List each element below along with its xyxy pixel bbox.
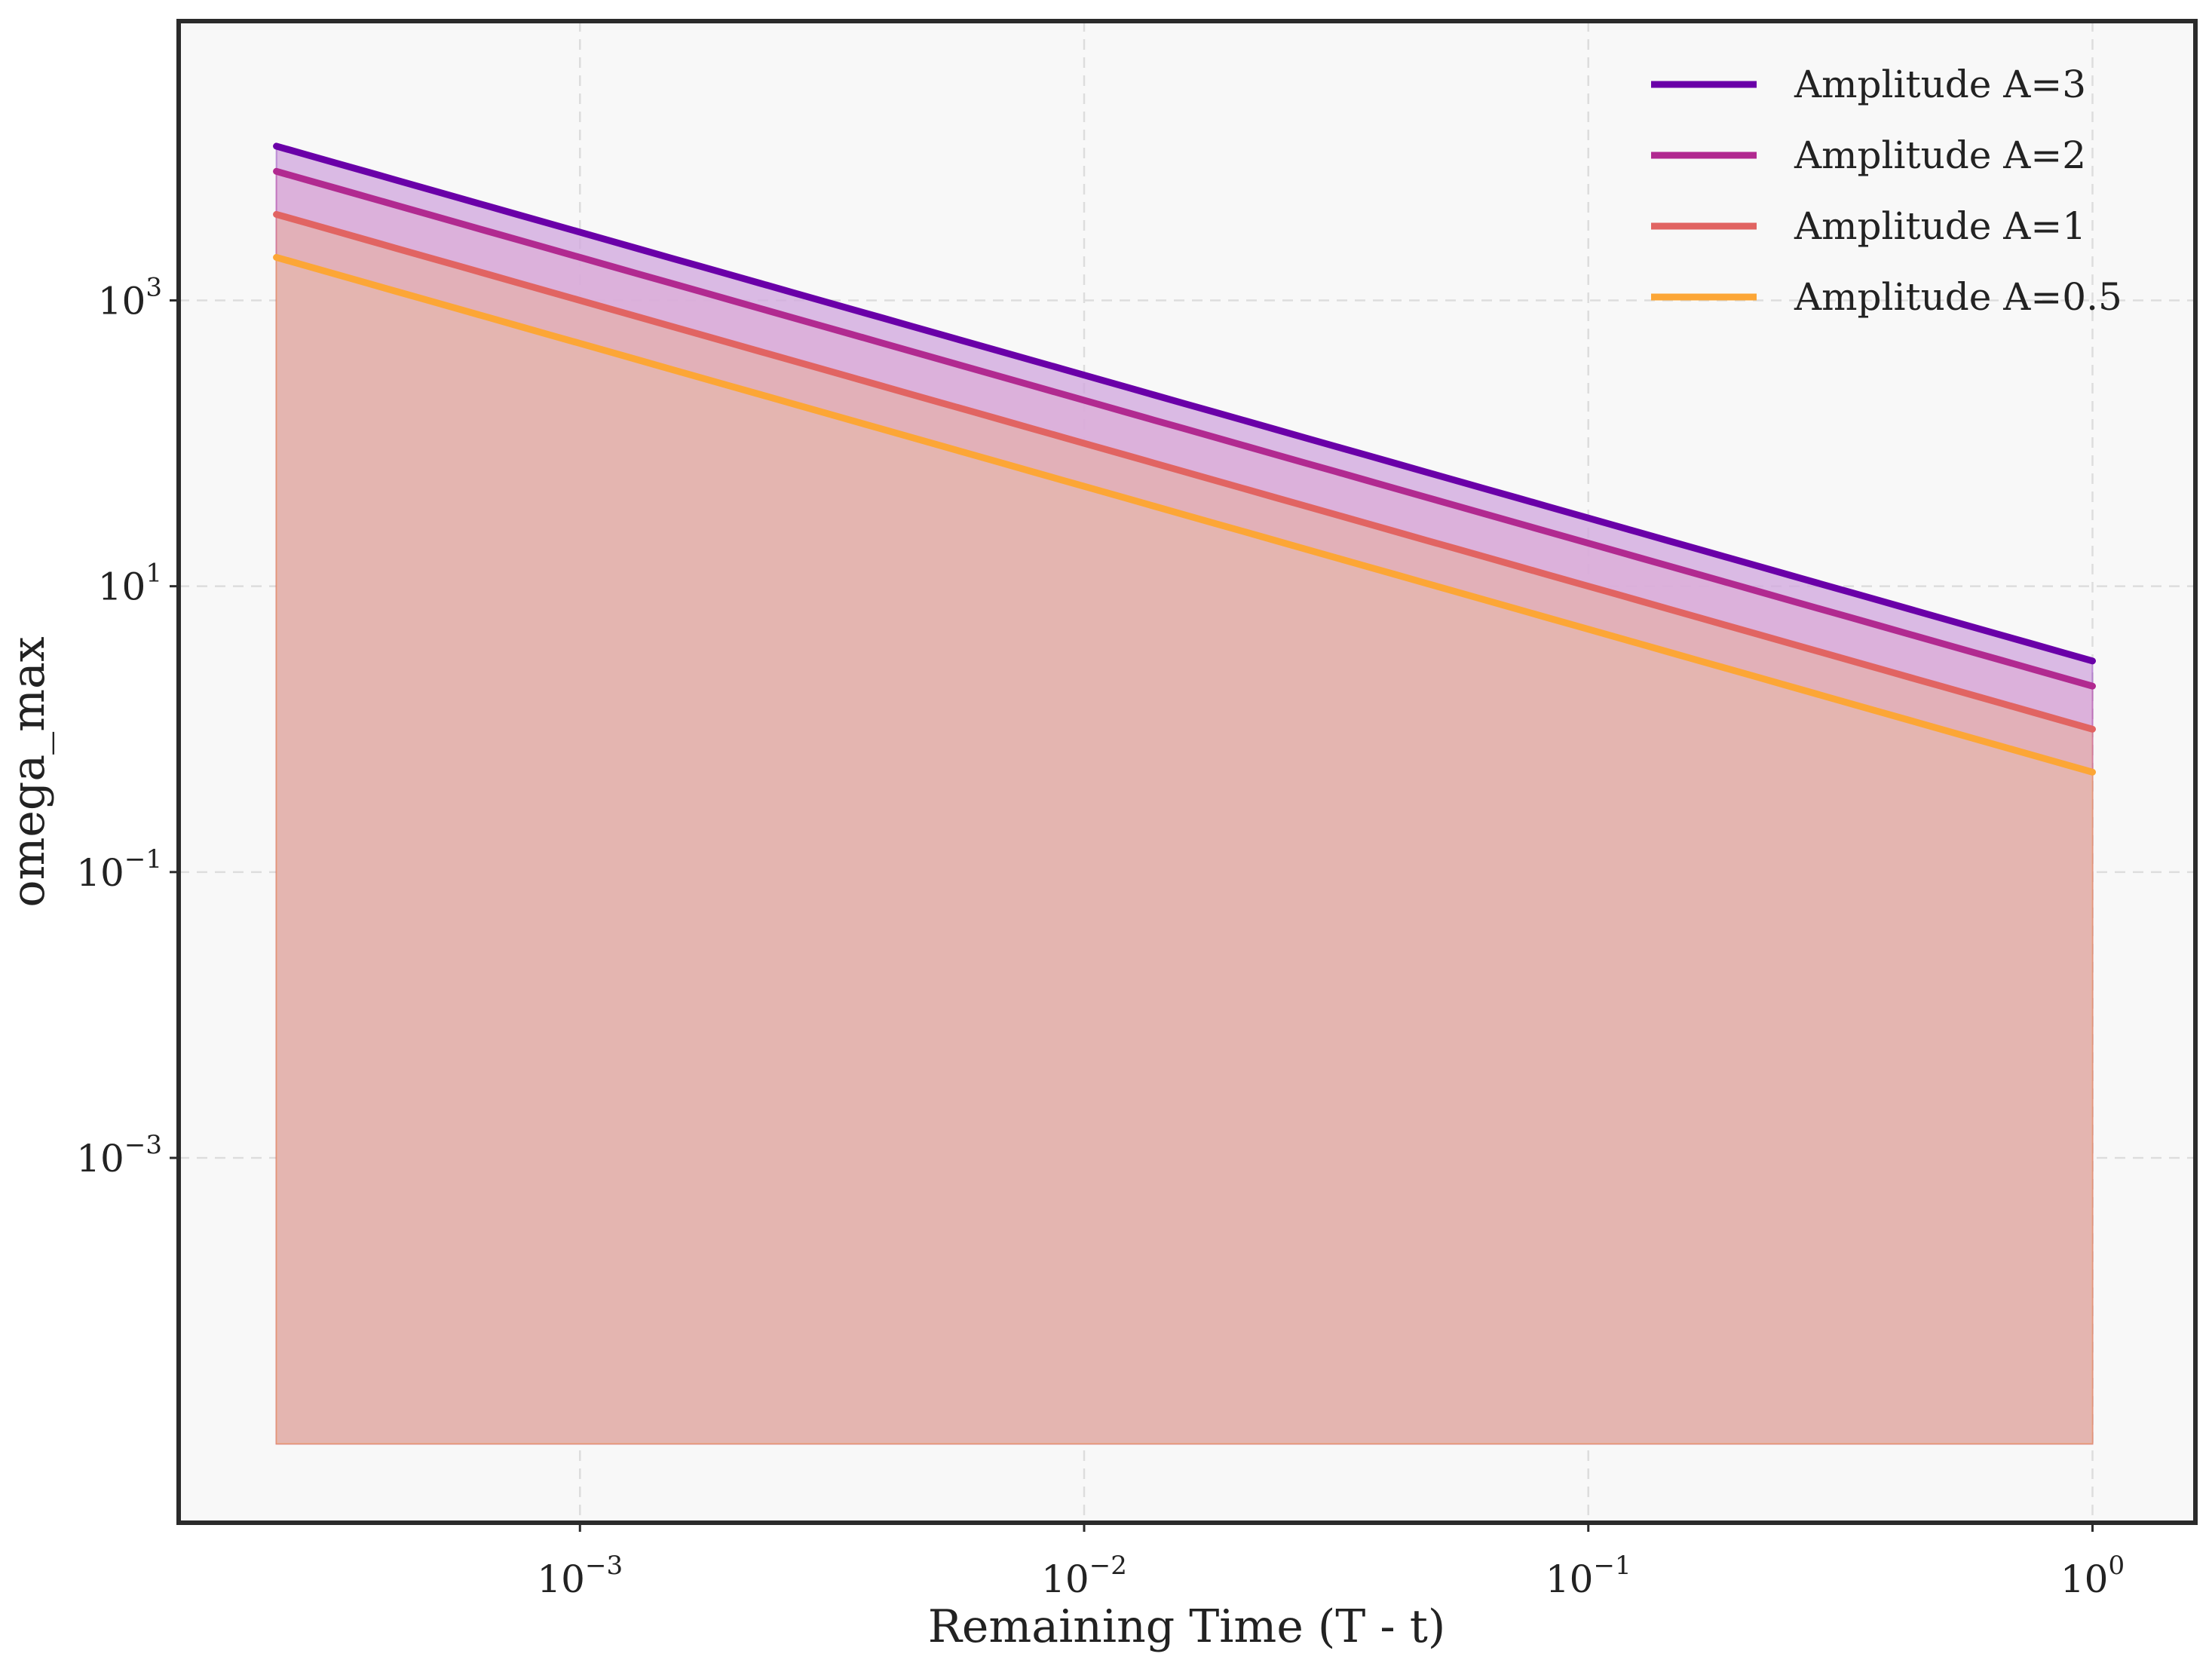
series-line-3 [273,210,2096,733]
legend-label: Amplitude A=3 [1794,63,2086,106]
x-axis-title: Remaining Time (T - t) [928,1600,1446,1653]
y-axis-title: omega_max [2,636,55,907]
y-axis-ticks: 10−3 10−1 101 103 [76,272,179,1181]
y-tick-label: 10−3 [76,1130,162,1181]
series-line-2 [273,167,2096,690]
y-tick-label: 103 [98,272,162,323]
y-tick-label: 10−1 [76,844,162,895]
y-tick-label: 101 [98,559,162,609]
series-line-1 [273,142,2096,665]
area-fills [275,145,2094,1445]
legend-label: Amplitude A=0.5 [1794,275,2122,319]
legend-label: Amplitude A=2 [1794,133,2086,177]
x-tick-label: 10−3 [537,1551,623,1601]
series-line-4 [273,253,2096,776]
legend-label: Amplitude A=1 [1794,204,2086,248]
legend: Amplitude A=3 Amplitude A=2 Amplitude A=1 A… [1651,63,2122,319]
x-tick-label: 10−1 [1546,1551,1631,1601]
x-tick-label: 100 [2060,1551,2125,1601]
plot-frame [176,19,2198,1525]
series-lines [273,142,2096,776]
x-axis-ticks: 10−3 10−2 10−1 100 [537,1523,2125,1601]
x-tick-label: 10−2 [1041,1551,1127,1601]
